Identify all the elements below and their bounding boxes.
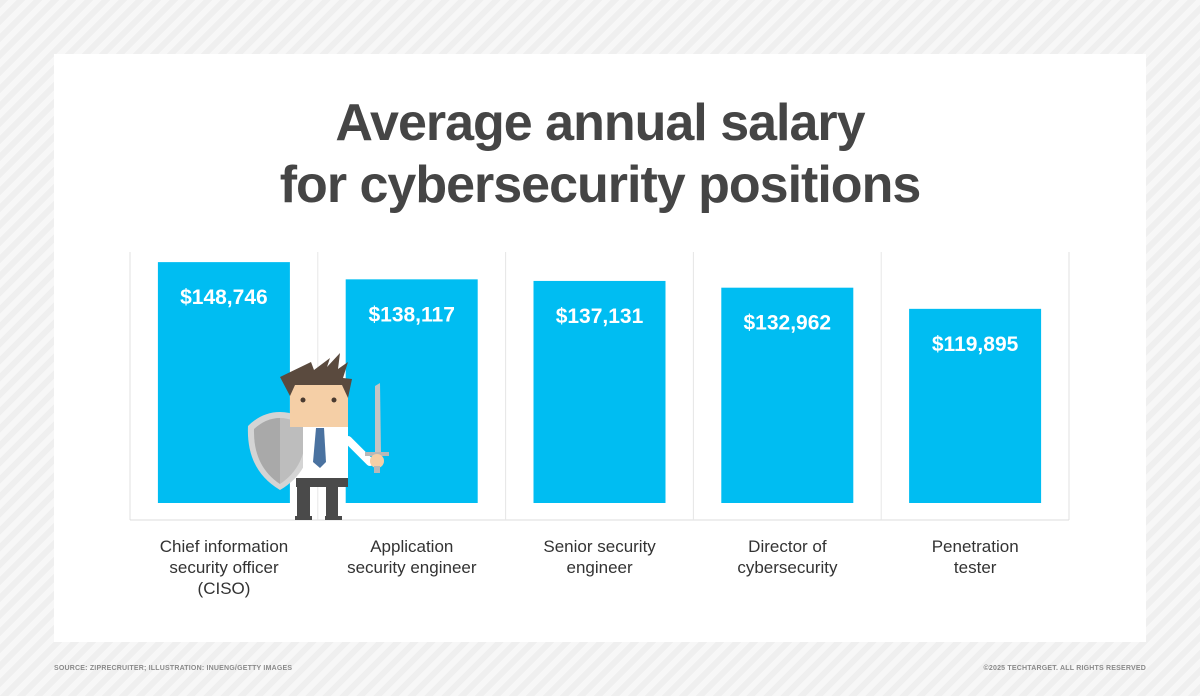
category-label-line: Penetration	[931, 537, 1019, 556]
category-label-line: cybersecurity	[737, 558, 838, 577]
category-label-line: Chief information	[159, 537, 289, 556]
data-label: $138,117	[368, 303, 454, 326]
category-label-line: Application	[370, 537, 454, 556]
data-label: $119,895	[932, 333, 1019, 356]
category-label: Senior security engineer	[506, 536, 694, 578]
data-labels: $148,746 $138,117 $137,131 $132,962 $119,895	[180, 286, 1019, 356]
category-label-line: security officer	[169, 558, 279, 577]
category-label: Application security engineer	[318, 536, 506, 578]
category-label-line: Director of	[748, 537, 827, 556]
bar	[909, 308, 1042, 503]
category-label-line: Senior security	[543, 537, 656, 556]
bar	[533, 280, 666, 503]
source-note: SOURCE: ZIPRECRUITER; ILLUSTRATION: INUE…	[54, 665, 293, 672]
copyright-note: ©2025 TECHTARGET. ALL RIGHTS RESERVED	[983, 665, 1146, 672]
category-label-line: security engineer	[347, 558, 477, 577]
category-label-line: (CISO)	[197, 579, 251, 598]
category-label-line: tester	[953, 558, 997, 577]
bars	[157, 262, 1042, 503]
category-label: Penetration tester	[881, 536, 1069, 578]
category-label: Director of cybersecurity	[693, 536, 881, 578]
businessman-with-shield-and-sword-icon	[247, 353, 389, 520]
data-label: $148,746	[180, 286, 268, 309]
chart-title: Average annual salary for cybersecurity …	[0, 92, 1200, 216]
data-label: $132,962	[744, 312, 832, 335]
title-line-2: for cybersecurity positions	[279, 156, 922, 214]
bar	[345, 279, 478, 503]
data-label: $137,131	[556, 305, 644, 328]
category-label-line: engineer	[566, 558, 633, 577]
bar	[721, 287, 854, 503]
category-label: Chief information security officer (CISO)	[130, 536, 318, 599]
title-line-1: Average annual salary	[335, 94, 865, 152]
